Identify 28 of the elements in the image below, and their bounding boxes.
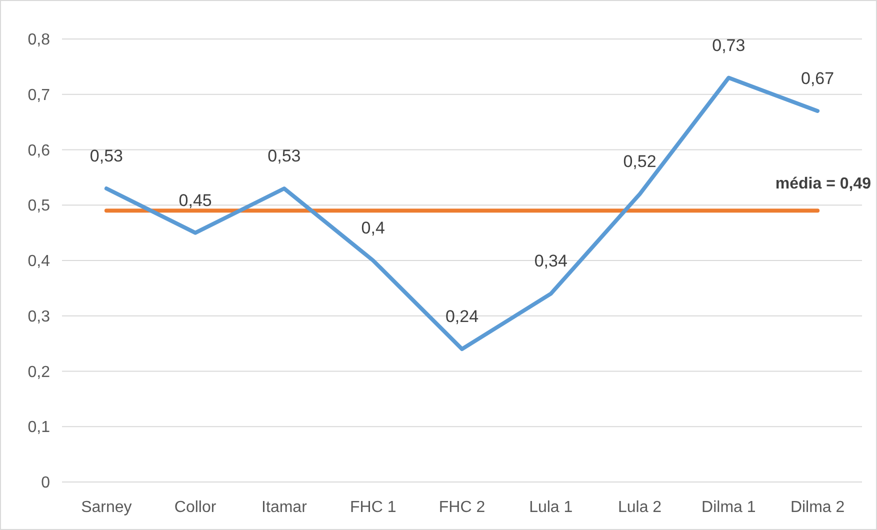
y-tick-label: 0,6 <box>28 142 50 160</box>
x-tick-label: Lula 2 <box>618 499 662 516</box>
data-label: 0,53 <box>90 146 123 166</box>
x-tick-label: Itamar <box>262 499 308 516</box>
x-tick-label: FHC 1 <box>350 499 396 516</box>
data-label: 0,73 <box>712 36 746 55</box>
y-tick-label: 0,5 <box>28 198 50 215</box>
y-tick-label: 0,7 <box>28 86 50 104</box>
ref-line-label: média = 0,49 <box>775 176 872 193</box>
x-tick-label: Sarney <box>81 499 132 516</box>
x-tick-label: Collor <box>174 499 217 516</box>
data-label: 0,53 <box>268 146 301 166</box>
x-tick-label: Dilma 1 <box>702 499 756 516</box>
data-label: 0,67 <box>801 68 834 88</box>
data-label: 0,45 <box>178 190 212 210</box>
data-label: 0,34 <box>534 252 568 271</box>
y-tick-label: 0,4 <box>28 253 50 270</box>
y-tick-label: 0,2 <box>28 364 50 381</box>
data-label: 0,4 <box>361 218 385 238</box>
data-label: 0,24 <box>445 307 479 326</box>
y-tick-label: 0,3 <box>28 308 50 326</box>
data-label: 0,52 <box>623 152 656 172</box>
x-tick-label: FHC 2 <box>438 499 486 516</box>
y-tick-label: 0 <box>41 474 50 492</box>
y-tick-label: 0,1 <box>28 419 50 436</box>
x-tick-label: Lula 1 <box>529 499 573 516</box>
x-tick-label: Dilma 2 <box>790 499 845 516</box>
y-tick-label: 0,8 <box>28 32 50 49</box>
